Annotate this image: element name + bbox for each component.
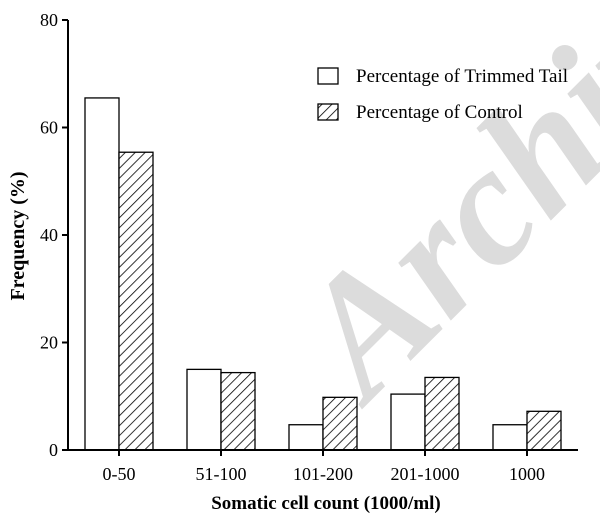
x-tick-label: 51-100 [196,464,247,484]
axes-group: 0 20 40 60 80 0-50 51-100 101-200 201-1000 1000 [40,10,578,484]
x-tick-label: 101-200 [293,464,353,484]
legend-swatch-trimmed-tail [317,67,339,85]
legend-label-control: Percentage of Control [356,102,523,123]
bar-control [118,151,154,451]
y-tick-label: 20 [40,333,58,353]
bar-control [220,371,256,451]
legend-swatch-control [317,103,339,121]
y-tick-label: 40 [40,225,58,245]
y-axis-label: Frequency (%) [7,171,29,300]
legend: Percentage of Trimmed Tail Percentage of… [317,66,568,123]
bar-trimmed-tail [288,424,324,451]
x-tick-label: 0-50 [103,464,136,484]
bar-control [526,410,562,451]
bar-trimmed-tail [84,97,120,451]
bar-trimmed-tail [492,424,528,451]
y-tick-label: 0 [49,440,58,460]
x-tick-label: 1000 [509,464,545,484]
bar-control [424,376,460,451]
legend-label-trimmed-tail: Percentage of Trimmed Tail [356,66,568,87]
bar-trimmed-tail [390,393,426,451]
bar-control [322,396,358,451]
bars-group [84,97,562,451]
bar-trimmed-tail [186,368,222,451]
y-tick-label: 80 [40,10,58,30]
y-tick-label: 60 [40,118,58,138]
x-tick-label: 201-1000 [391,464,460,484]
x-axis-label: Somatic cell count (1000/ml) [211,493,441,514]
